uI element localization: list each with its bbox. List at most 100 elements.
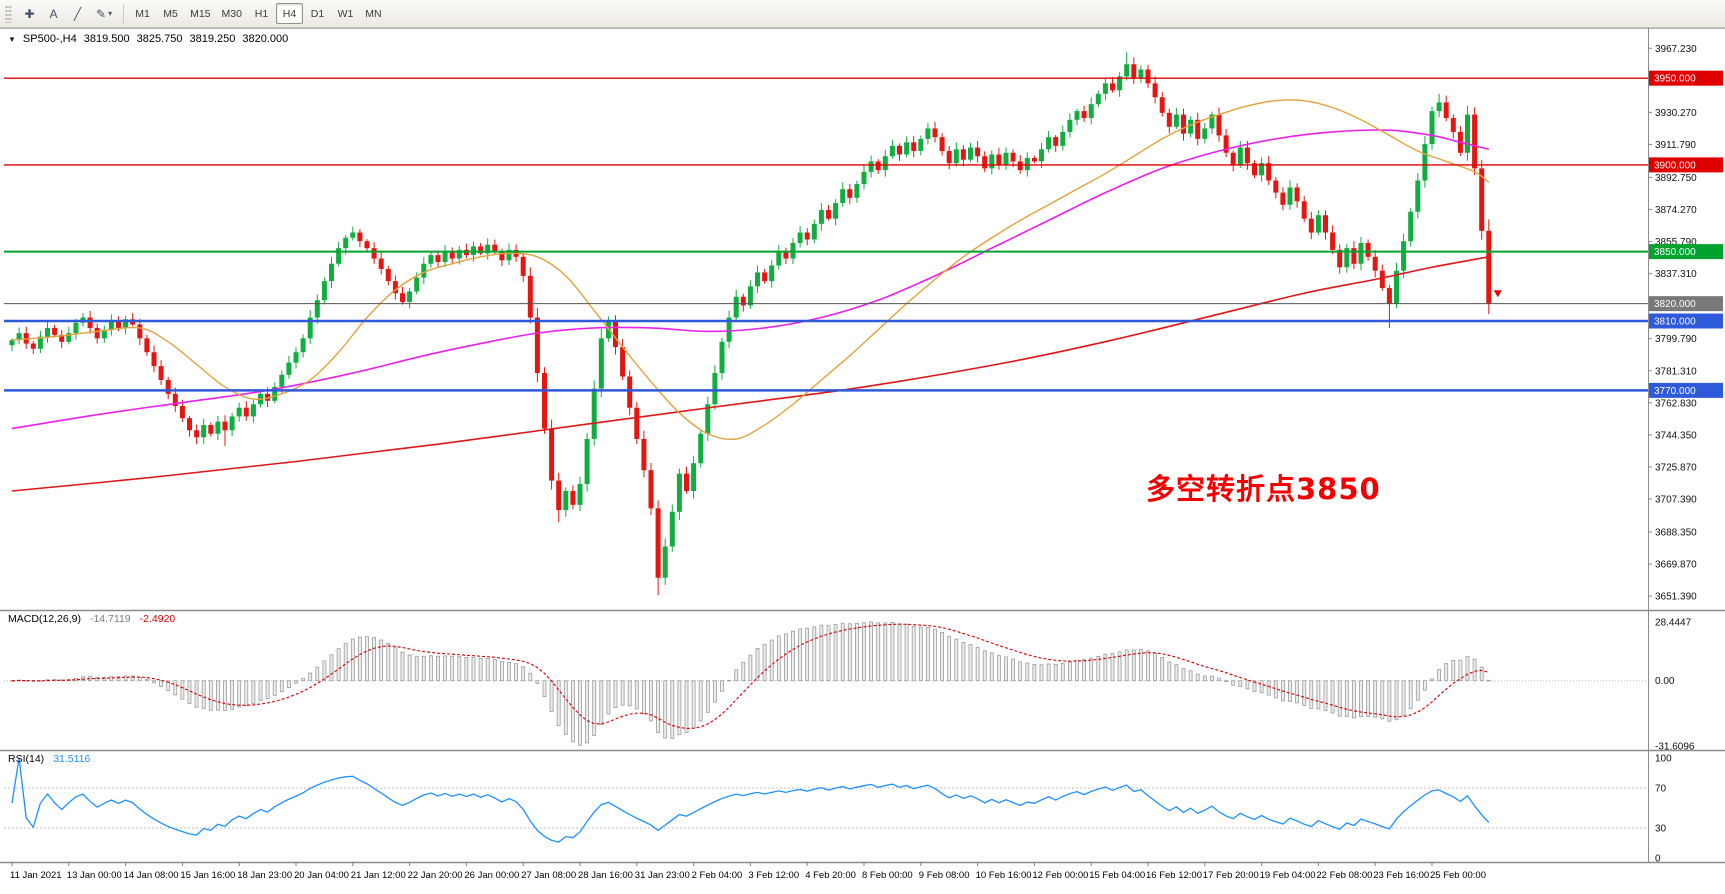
toolbar-drag-handle[interactable] [5,4,12,23]
symbol-period-label: SP500-,H4 [22,33,77,45]
macd-histogram-bar [776,635,781,682]
macd-histogram-bar [379,639,384,682]
candle-body [1173,114,1179,127]
timeframe-m30-button[interactable]: M30 [217,3,247,24]
macd-histogram-bar [1068,661,1072,682]
macd-histogram-bar [1217,677,1221,682]
candle-body [577,484,583,505]
candle-body [1159,97,1165,113]
macd-histogram-bar [1060,663,1065,682]
candle-body [73,322,79,334]
timeframe-h4-button[interactable]: H4 [275,3,303,24]
macd-histogram-bar [116,676,121,682]
macd-histogram-bar [1117,651,1122,682]
macd-histogram-bar [1302,680,1307,706]
candle-body [712,373,718,405]
candle-body [542,373,547,429]
macd-histogram-bar [677,680,682,736]
macd-histogram-bar [180,680,185,700]
candle-body [265,393,271,401]
timeframe-w1-button[interactable]: W1 [332,3,359,24]
macd-histogram-bar [279,680,284,693]
macd-histogram-bar [1195,673,1200,682]
price-tick-label: 3651.390 [1655,592,1697,603]
candle-body [854,183,860,198]
macd-histogram-bar [982,650,987,682]
timeframe-m1-button[interactable]: M1 [129,3,156,24]
candle-body [222,421,228,431]
candle-body [1450,118,1456,132]
time-label: 16 Feb 12:00 [1146,870,1202,881]
timeframe-m5-button[interactable]: M5 [157,3,184,24]
timeframe-d1-button[interactable]: D1 [304,3,331,24]
ohlc-open: 3819.500 [83,33,130,45]
candle-body [1280,192,1286,205]
macd-histogram-bar [215,680,220,711]
macd-histogram-bar [1174,664,1179,682]
rsi-panel-header: RSI(14) 31.5116 [8,753,90,765]
candle-body [911,142,917,152]
macd-histogram-bar [414,655,419,682]
candle-body [1344,248,1350,268]
macd-signal-line [11,623,1489,729]
candle-body [364,241,370,249]
trendline-icon[interactable]: ╱ [66,3,89,24]
candle-body [705,404,711,434]
macd-axis-label: 28.4447 [1655,618,1692,629]
macd-histogram-bar [755,648,760,682]
macd-histogram-bar [1288,680,1292,702]
macd-histogram-bar [1146,650,1150,682]
candle-body [797,232,803,243]
level-price-tag [1649,70,1723,86]
timeframe-h1-button[interactable]: H1 [248,3,275,24]
candle-body [123,319,129,328]
macd-histogram-bar [1053,663,1058,682]
candle-body [655,508,661,578]
candle-body [1422,144,1428,181]
macd-histogram-bar [1224,680,1228,683]
macd-histogram-bar [911,625,916,682]
timeframe-mn-button[interactable]: MN [360,3,387,24]
text-label-icon[interactable]: A [42,3,65,24]
candle-body [1067,119,1073,132]
level-price-tag-label: 3770.000 [1654,386,1696,397]
candle-body [634,407,640,439]
candle-body [1252,163,1257,176]
price-tick-label: 3781.310 [1655,366,1697,377]
macd-histogram-bar [904,623,909,682]
macd-histogram-bar [1245,680,1250,690]
chart-annotation-text[interactable]: 多空转折点3850 [1146,472,1381,506]
macd-histogram-bar [649,680,653,722]
macd-histogram-bar [357,636,362,682]
candle-body [151,352,157,367]
ma-long-red [11,256,1489,492]
time-label: 11 Jan 2021 [10,870,62,881]
macd-histogram-bar [1082,659,1086,682]
macd-signal-value: -2.4920 [139,613,176,625]
candle-body [485,244,491,254]
current-price-tag [1649,296,1723,312]
draw-tools-button[interactable]: ✎ ▾ [90,3,118,24]
macd-histogram-bar [308,672,313,682]
price-arrow-icon [1493,290,1502,298]
rsi-line [11,757,1490,843]
candle-body [336,248,342,264]
trendline-glyph: ╱ [73,6,82,21]
candle-body [1060,131,1066,146]
timeframe-m15-button[interactable]: M15 [185,3,215,24]
macd-histogram-bar [1096,655,1101,682]
price-tick-label: 3874.270 [1655,205,1697,216]
chart-menu-icon[interactable]: ▼ [8,34,16,44]
macd-histogram-bar [1309,680,1314,709]
crosshair-icon[interactable]: ✚ [18,3,41,24]
macd-histogram-bar [173,680,178,696]
level-price-tag [1649,382,1723,398]
candle-body [1301,201,1307,219]
macd-histogram-bar [1316,680,1321,710]
ma-mid-magenta [11,129,1489,430]
candle-body [769,265,775,282]
time-label: 31 Jan 23:00 [635,870,690,881]
candle-body [989,154,995,169]
